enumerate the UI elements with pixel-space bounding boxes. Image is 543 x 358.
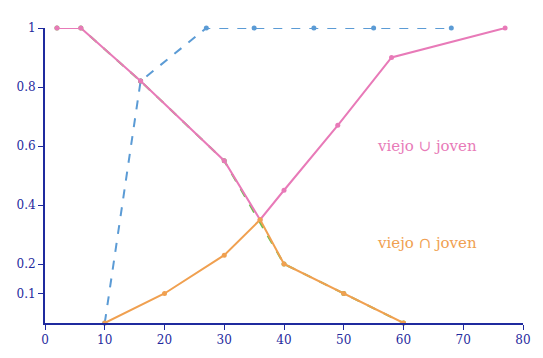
svg-text:40: 40 xyxy=(276,333,291,347)
svg-text:60: 60 xyxy=(396,333,411,347)
svg-text:viejo ∪ joven: viejo ∪ joven xyxy=(377,137,477,155)
svg-text:0.8: 0.8 xyxy=(17,80,36,94)
svg-text:0: 0 xyxy=(41,333,49,347)
svg-text:20: 20 xyxy=(157,333,172,347)
svg-text:80: 80 xyxy=(515,333,530,347)
svg-text:viejo ∩ joven: viejo ∩ joven xyxy=(377,234,477,252)
svg-text:0.6: 0.6 xyxy=(17,139,36,153)
svg-text:1: 1 xyxy=(28,21,36,35)
svg-text:10: 10 xyxy=(97,333,112,347)
svg-text:30: 30 xyxy=(217,333,232,347)
svg-text:0.2: 0.2 xyxy=(17,257,36,271)
svg-text:70: 70 xyxy=(456,333,471,347)
svg-text:0.1: 0.1 xyxy=(17,287,36,301)
svg-text:50: 50 xyxy=(336,333,351,347)
svg-text:0.4: 0.4 xyxy=(17,198,36,212)
